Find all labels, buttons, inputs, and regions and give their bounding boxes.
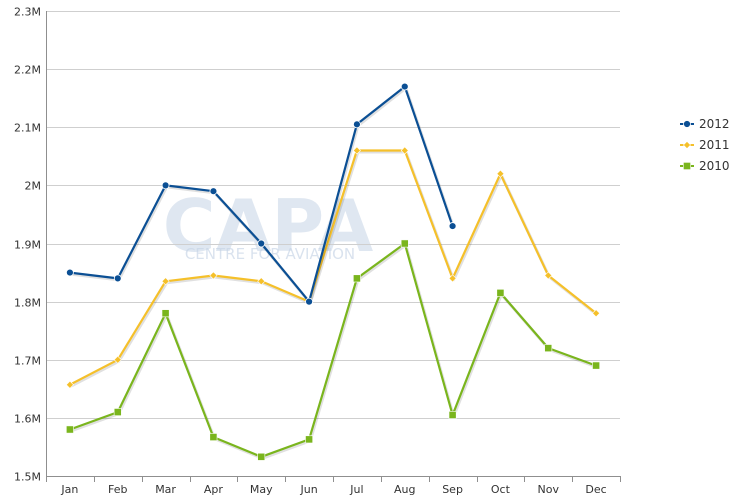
data-point [209, 187, 218, 196]
data-point [113, 355, 122, 364]
legend-item-2010: 2010 [680, 159, 730, 173]
x-tick-label: May [250, 483, 273, 496]
data-point [113, 274, 122, 283]
legend-item-2012: 2012 [680, 117, 730, 131]
data-point [448, 411, 457, 419]
data-point [257, 452, 266, 461]
y-tick-label: 2.2M [14, 64, 41, 77]
x-tick-label: Sep [442, 483, 463, 496]
y-axis: 1.5M 1.6M 1.7M 1.8M 1.9M 2M 2.1M 2.2M 2.3M [14, 6, 47, 484]
data-point [448, 222, 457, 230]
data-point [353, 274, 361, 283]
x-tick-label: Feb [108, 483, 127, 496]
data-point [400, 146, 409, 155]
series-layer [65, 82, 601, 461]
legend: 2012 2011 2010 [680, 117, 730, 173]
x-tick-label: Mar [155, 483, 176, 496]
y-tick-label: 1.8M [14, 297, 41, 310]
x-tick-label: Nov [538, 483, 560, 496]
y-tick-label: 2.3M [14, 6, 41, 19]
series-line [69, 149, 597, 386]
legend-marker [683, 162, 691, 170]
data-point [66, 268, 74, 277]
data-point [209, 433, 218, 441]
data-point [544, 271, 553, 280]
x-tick-label: Dec [585, 483, 606, 496]
x-axis: Jan Feb Mar Apr May Jun Jul Aug Sep Oct Nov Dec [46, 476, 621, 496]
y-tick-label: 2.1M [14, 122, 41, 135]
data-point [257, 239, 266, 248]
data-point [400, 82, 409, 91]
series-2010 [66, 239, 600, 461]
x-tick-label: Oct [491, 483, 511, 496]
data-point [161, 309, 170, 318]
data-point [65, 380, 74, 389]
data-point [496, 169, 505, 178]
x-tick-label: Aug [394, 483, 415, 496]
y-tick-label: 2M [25, 180, 42, 193]
data-point [305, 297, 313, 306]
data-point [66, 425, 74, 434]
data-point [592, 309, 601, 318]
legend-label: 2012 [699, 117, 730, 131]
y-tick-label: 1.7M [14, 355, 41, 368]
y-tick-label: 1.5M [14, 471, 41, 484]
data-point [209, 271, 218, 280]
data-point [161, 277, 170, 286]
legend-marker [682, 140, 692, 150]
legend-label: 2011 [699, 138, 730, 152]
legend-label: 2010 [699, 159, 730, 173]
data-point [257, 277, 266, 286]
data-point [496, 289, 505, 297]
y-tick-label: 1.6M [14, 413, 41, 426]
x-tick-label: Jul [349, 483, 363, 496]
x-tick-label: Apr [204, 483, 224, 496]
data-point [305, 435, 313, 444]
x-tick-label: Jun [299, 483, 317, 496]
legend-item-2011: 2011 [680, 138, 730, 152]
legend-marker [683, 120, 691, 128]
series-line [69, 242, 597, 458]
data-point [544, 344, 553, 353]
x-tick-label: Jan [60, 483, 78, 496]
data-point [448, 274, 457, 283]
series-line-shadow [70, 243, 598, 460]
series-2012 [66, 82, 457, 306]
data-point [400, 239, 409, 248]
y-tick-label: 1.9M [14, 239, 41, 252]
series-2011 [65, 146, 601, 389]
data-point [592, 361, 600, 370]
data-point [161, 181, 170, 190]
watermark-logo: CAPA [163, 184, 374, 268]
data-point [352, 146, 361, 155]
data-point [353, 120, 361, 129]
data-point [113, 408, 122, 416]
